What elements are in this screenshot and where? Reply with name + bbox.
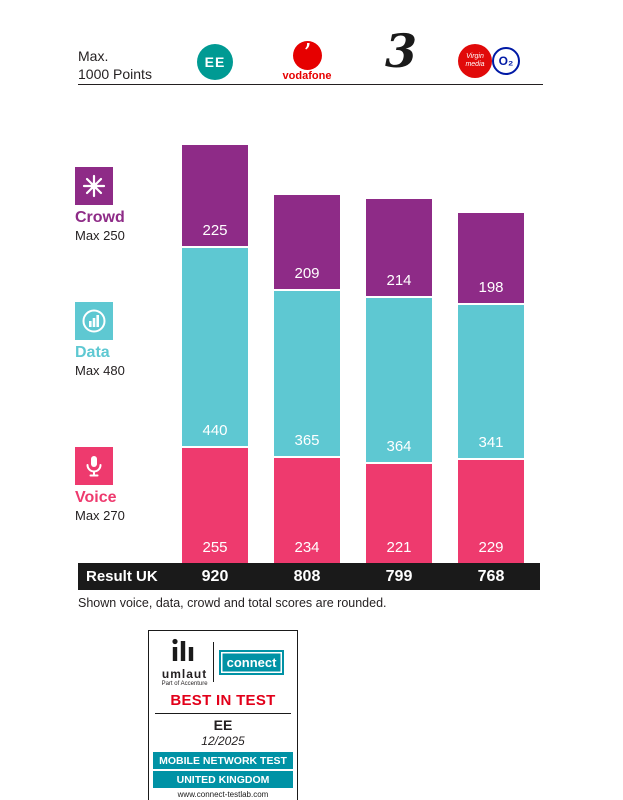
best-in-test-label: BEST IN TEST [170, 692, 276, 709]
segment-data-vodafone: 365 [274, 289, 340, 456]
total-ee: 920 [201, 568, 229, 585]
bar-three: 214 364 221 [366, 199, 432, 563]
max-points-label: Max. 1000 Points [78, 47, 152, 83]
max-points-line1: Max. [78, 48, 109, 64]
segment-voice-three: 221 [366, 461, 432, 563]
seal-band-test-name: MOBILE NETWORK TEST [153, 752, 293, 769]
value-label-voice: 221 [386, 539, 412, 556]
total-vodafone: 808 [293, 568, 321, 585]
vodafone-logo-text: vodafone [282, 70, 332, 82]
value-label-crowd: 198 [478, 278, 504, 296]
header-divider-line [78, 84, 543, 85]
value-label-voice: 255 [202, 539, 228, 556]
footnote: Shown voice, data, crowd and total score… [78, 596, 387, 610]
connect-logo: connect [218, 649, 285, 675]
seal-divider-line [155, 713, 291, 714]
bar-vodafone: 209 365 234 [274, 195, 340, 563]
legend-data-max: Max 480 [75, 363, 125, 378]
value-label-data: 364 [386, 437, 412, 455]
three-logo-icon: 3 [385, 24, 418, 78]
value-label-crowd: 214 [386, 271, 412, 289]
vodafone-speechmark-icon: ’ [303, 39, 312, 69]
segment-crowd-virgin-media-o2: 198 [458, 213, 524, 303]
seal-issue-date: 12/2025 [201, 734, 245, 748]
voice-icon [75, 447, 113, 485]
virgin-media-logo-icon: Virgin media [458, 44, 492, 78]
legend-data-label: Data [75, 344, 110, 361]
result-row-label: Result UK [86, 568, 158, 585]
seal-band-region: UNITED KINGDOM [153, 771, 293, 788]
value-label-data: 440 [202, 422, 228, 440]
value-label-crowd: 225 [202, 222, 228, 240]
test-seal: umlaut Part of Accenture connect BEST IN… [148, 630, 298, 800]
legend-data: Data Max 480 [75, 302, 185, 378]
seal-winner: EE [213, 717, 233, 733]
umlaut-bars-icon [171, 638, 193, 661]
bar-ee: 225 440 255 [182, 145, 248, 563]
segment-voice-ee: 255 [182, 446, 248, 563]
value-label-voice: 234 [294, 539, 320, 556]
legend-crowd: Crowd Max 250 [75, 167, 185, 243]
value-label-voice: 229 [478, 539, 504, 556]
crowd-icon [75, 167, 113, 205]
data-icon [75, 302, 113, 340]
segment-crowd-ee: 225 [182, 145, 248, 247]
segment-data-virgin-media-o2: 341 [458, 302, 524, 458]
total-virgin-media-o2: 768 [477, 568, 505, 585]
legend-voice-max: Max 270 [75, 508, 125, 523]
legend-crowd-max: Max 250 [75, 228, 125, 243]
segment-voice-virgin-media-o2: 229 [458, 457, 524, 563]
value-label-data: 341 [478, 433, 504, 451]
seal-vertical-divider [212, 642, 214, 682]
value-label-crowd: 209 [294, 265, 320, 283]
legend-voice: Voice Max 270 [75, 447, 185, 523]
seal-logos: umlaut Part of Accenture connect [153, 635, 293, 690]
total-three: 799 [385, 568, 413, 585]
seal-url-link[interactable]: www.connect-testlab.com [177, 790, 269, 799]
segment-crowd-vodafone: 209 [274, 195, 340, 290]
legend-voice-label: Voice [75, 489, 117, 506]
vodafone-logo-icon: ’ [293, 41, 322, 70]
umlaut-wordmark: umlaut [161, 667, 208, 681]
legend-crowd-label: Crowd [75, 209, 125, 226]
value-label-data: 365 [294, 431, 320, 449]
o2-logo-icon: O₂ [492, 47, 520, 75]
segment-data-three: 364 [366, 295, 432, 462]
umlaut-logo: umlaut Part of Accenture [162, 637, 208, 687]
segment-voice-vodafone: 234 [274, 455, 340, 563]
segment-crowd-three: 214 [366, 199, 432, 296]
umlaut-subtitle: Part of Accenture [161, 681, 208, 687]
result-row: Result UK [78, 563, 540, 590]
segment-data-ee: 440 [182, 246, 248, 447]
bar-virgin-media-o2: 198 341 229 [458, 213, 524, 563]
max-points-line2: 1000 Points [78, 66, 152, 83]
ee-logo-icon: EE [197, 44, 233, 80]
